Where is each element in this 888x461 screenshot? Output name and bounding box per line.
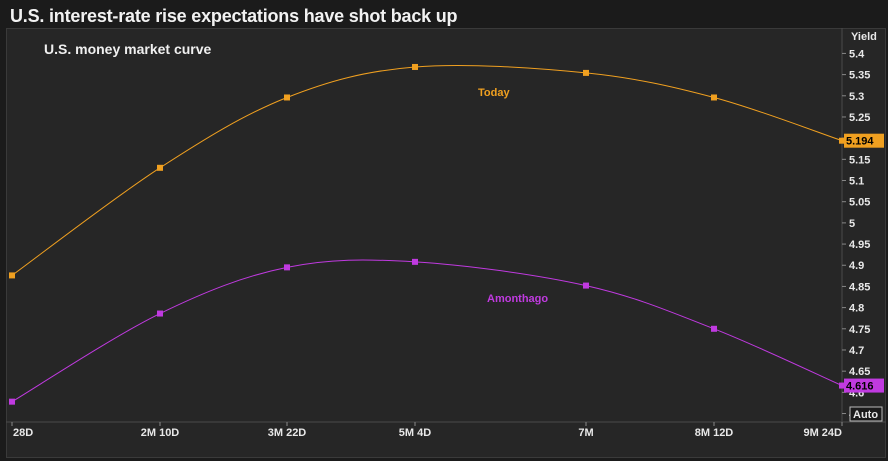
y-tick-label: 5.1 — [849, 176, 864, 188]
x-tick-label: 7M — [578, 427, 593, 439]
last-value-label: 4.616 — [846, 381, 874, 393]
y-tick-label: 4.95 — [849, 239, 870, 251]
last-value-label: 5.194 — [846, 136, 874, 148]
series-line-month-ago — [11, 259, 843, 403]
x-tick-label: 5M 4D — [399, 427, 431, 439]
last-value-box — [844, 133, 884, 148]
y-tick-label: 5.25 — [849, 112, 870, 124]
y-tick-label: 5.35 — [849, 70, 870, 82]
data-point — [711, 94, 717, 101]
auto-button[interactable] — [849, 406, 883, 422]
data-point — [412, 63, 418, 70]
x-tick-label: 2M 10D — [141, 427, 180, 439]
data-point — [284, 264, 290, 271]
x-tick-label: 28D — [13, 427, 33, 439]
x-tick-label: 8M 12D — [695, 427, 734, 439]
data-point — [583, 282, 589, 289]
data-point — [412, 258, 418, 265]
y-tick-label: 5 — [849, 218, 855, 230]
data-point — [9, 398, 15, 405]
y-tick-label: 5.4 — [849, 48, 865, 60]
y-ticks: 5.45.355.35.255.25.155.15.0554.954.94.85… — [842, 48, 870, 421]
data-point — [583, 69, 589, 76]
auto-button-label: Auto — [853, 409, 878, 421]
series-label: Today — [478, 87, 510, 99]
y-tick-label: 5.15 — [849, 154, 870, 166]
series-line-today — [11, 64, 843, 276]
y-tick-label: 4.8 — [849, 303, 864, 315]
data-point — [284, 94, 290, 101]
x-tick-label: 3M 22D — [268, 427, 307, 439]
last-value-box — [844, 378, 884, 393]
y-tick-label: 4.65 — [849, 366, 870, 378]
series-layer — [9, 63, 845, 405]
chart-panel — [6, 28, 886, 458]
x-ticks: 28D 2M 10D 3M 22D 5M 4D 7M 8M 12D 9M 24D — [11, 422, 843, 439]
data-point — [157, 310, 163, 317]
labels-layer: 5.194 Today 4.616 Amonthago — [478, 87, 884, 393]
data-point — [157, 164, 163, 171]
y-tick-label: 4.75 — [849, 324, 870, 336]
y-tick-label: 5.05 — [849, 197, 870, 209]
series-label: Amonthago — [487, 293, 548, 305]
x-tick-label: 9M 24D — [803, 427, 842, 439]
y-axis-label: Yield — [851, 31, 877, 43]
data-point — [711, 325, 717, 332]
data-point — [9, 272, 15, 279]
data-point — [839, 137, 845, 144]
chart-subtitle: U.S. money market curve — [44, 41, 212, 57]
y-tick-label: 4.85 — [849, 281, 870, 293]
y-tick-label: 4.7 — [849, 345, 864, 357]
y-tick-label: 4.9 — [849, 260, 864, 272]
chart-title: U.S. interest-rate rise expectations hav… — [10, 6, 458, 26]
y-tick-label: 5.3 — [849, 91, 864, 103]
data-point — [839, 382, 845, 389]
